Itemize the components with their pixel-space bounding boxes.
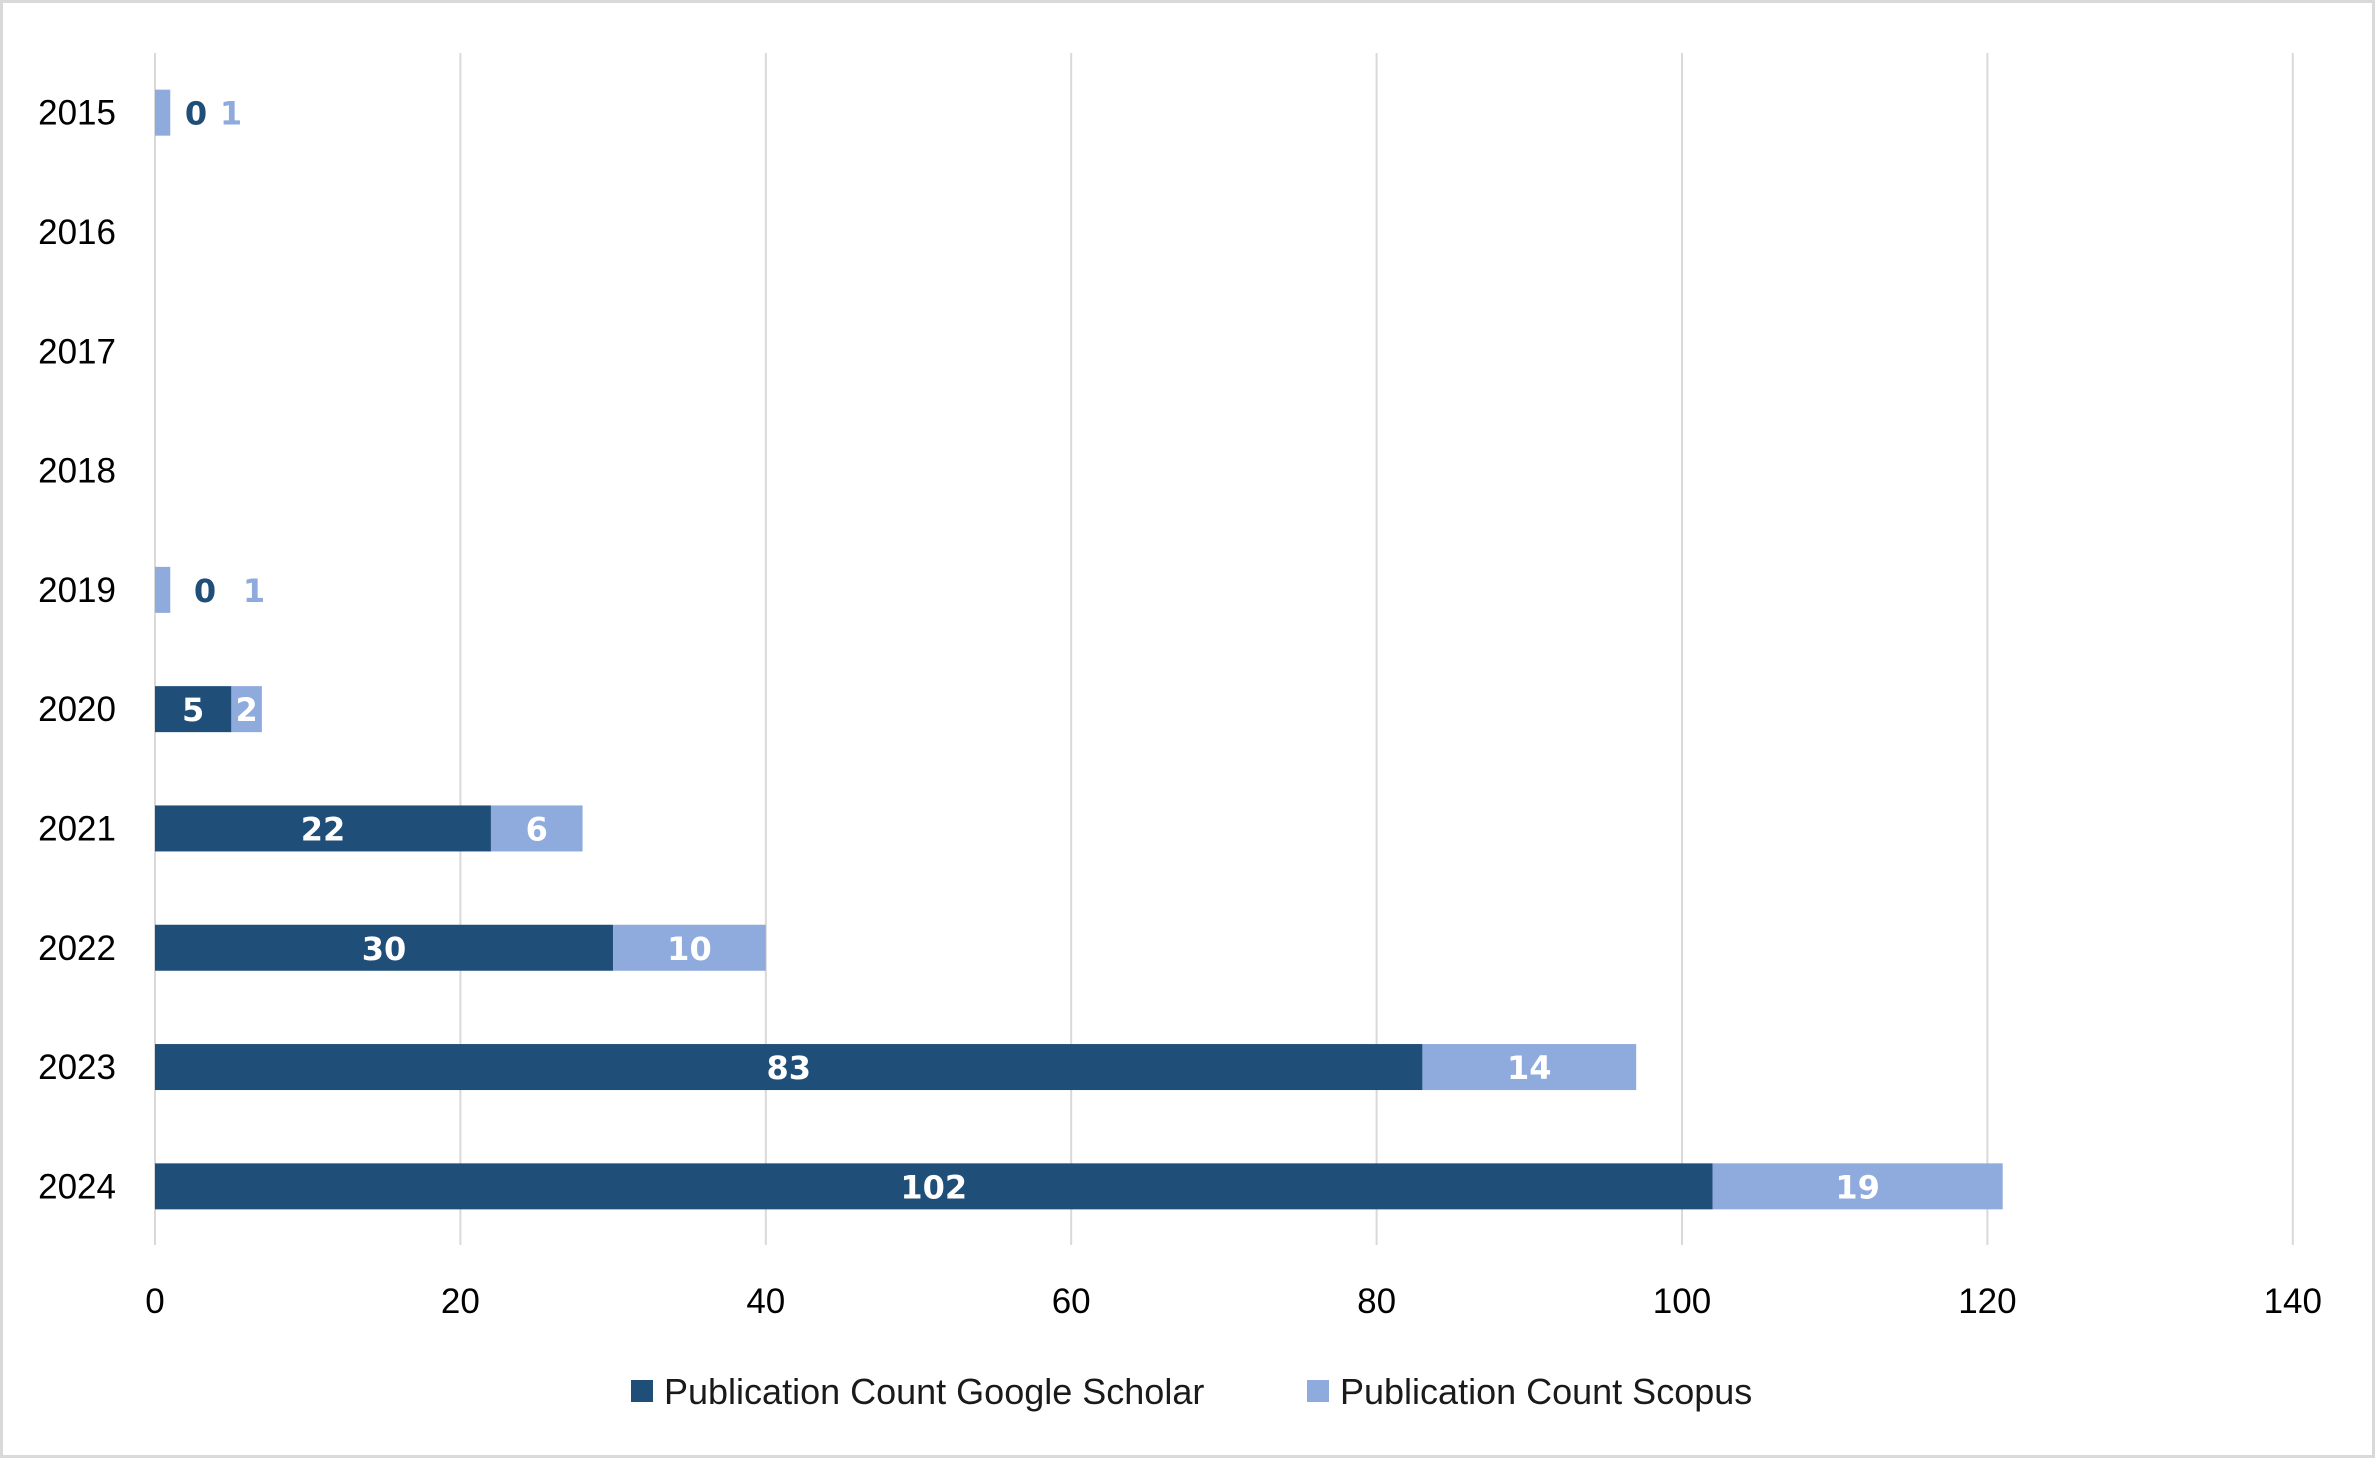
bar-scopus <box>155 566 171 613</box>
data-label-scopus: 6 <box>526 810 548 848</box>
legend: Publication Count Google Scholar Publica… <box>631 1371 1752 1412</box>
data-label-google-scholar: 30 <box>362 930 407 968</box>
gridlines <box>154 53 2294 1245</box>
x-tick-label: 20 <box>441 1282 480 1321</box>
bar-scopus <box>231 686 262 733</box>
x-tick-label: 0 <box>145 1282 164 1321</box>
bar-google-scholar <box>155 1163 1713 1210</box>
data-label-scopus: 1 <box>220 95 242 133</box>
bar-scopus <box>490 805 583 852</box>
data-label-google-scholar: 0 <box>185 95 207 133</box>
bar-scopus <box>1712 1163 2003 1210</box>
data-label-google-scholar: 0 <box>194 572 216 610</box>
x-tick-label: 40 <box>746 1282 785 1321</box>
y-tick-label: 2023 <box>38 1048 116 1087</box>
data-label-scopus: 2 <box>235 691 257 729</box>
bar-scopus <box>155 89 171 136</box>
data-label-google-scholar: 102 <box>900 1168 967 1206</box>
x-tick-label: 80 <box>1357 1282 1396 1321</box>
y-tick-label: 2021 <box>38 809 116 848</box>
y-axis-labels: 2015 2016 2017 2018 2019 2020 2021 2022 2023 2024 <box>38 94 116 1207</box>
bar-google-scholar <box>155 805 491 852</box>
y-tick-label: 2019 <box>38 571 116 610</box>
bar-scopus <box>1422 1044 1637 1091</box>
data-label-google-scholar: 83 <box>766 1049 811 1087</box>
bar-google-scholar <box>155 686 232 733</box>
y-tick-label: 2024 <box>38 1167 116 1206</box>
legend-swatch-google-scholar <box>631 1380 653 1402</box>
data-label-google-scholar: 22 <box>301 810 346 848</box>
data-label-scopus: 19 <box>1835 1168 1880 1206</box>
data-label-scopus: 1 <box>243 572 265 610</box>
x-tick-label: 100 <box>1653 1282 1711 1321</box>
y-tick-label: 2017 <box>38 332 116 371</box>
x-tick-label: 140 <box>2264 1282 2322 1321</box>
x-tick-label: 120 <box>1958 1282 2016 1321</box>
data-label-google-scholar: 5 <box>182 691 204 729</box>
y-tick-label: 2018 <box>38 452 116 491</box>
data-label-scopus: 14 <box>1507 1049 1552 1087</box>
bars <box>155 89 2003 1210</box>
bar-scopus <box>613 924 766 971</box>
y-tick-label: 2016 <box>38 213 116 252</box>
y-tick-label: 2022 <box>38 929 116 968</box>
legend-label-scopus: Publication Count Scopus <box>1340 1371 1752 1412</box>
data-label-scopus: 10 <box>667 930 712 968</box>
y-tick-label: 2020 <box>38 690 116 729</box>
legend-label-google-scholar: Publication Count Google Scholar <box>664 1371 1204 1412</box>
x-axis-labels: 0 20 40 60 80 100 120 140 <box>145 1282 2322 1321</box>
legend-swatch-scopus <box>1307 1380 1329 1402</box>
y-tick-label: 2015 <box>38 94 116 133</box>
bar-google-scholar <box>155 924 614 971</box>
x-tick-label: 60 <box>1052 1282 1091 1321</box>
bar-google-scholar <box>155 1044 1423 1091</box>
